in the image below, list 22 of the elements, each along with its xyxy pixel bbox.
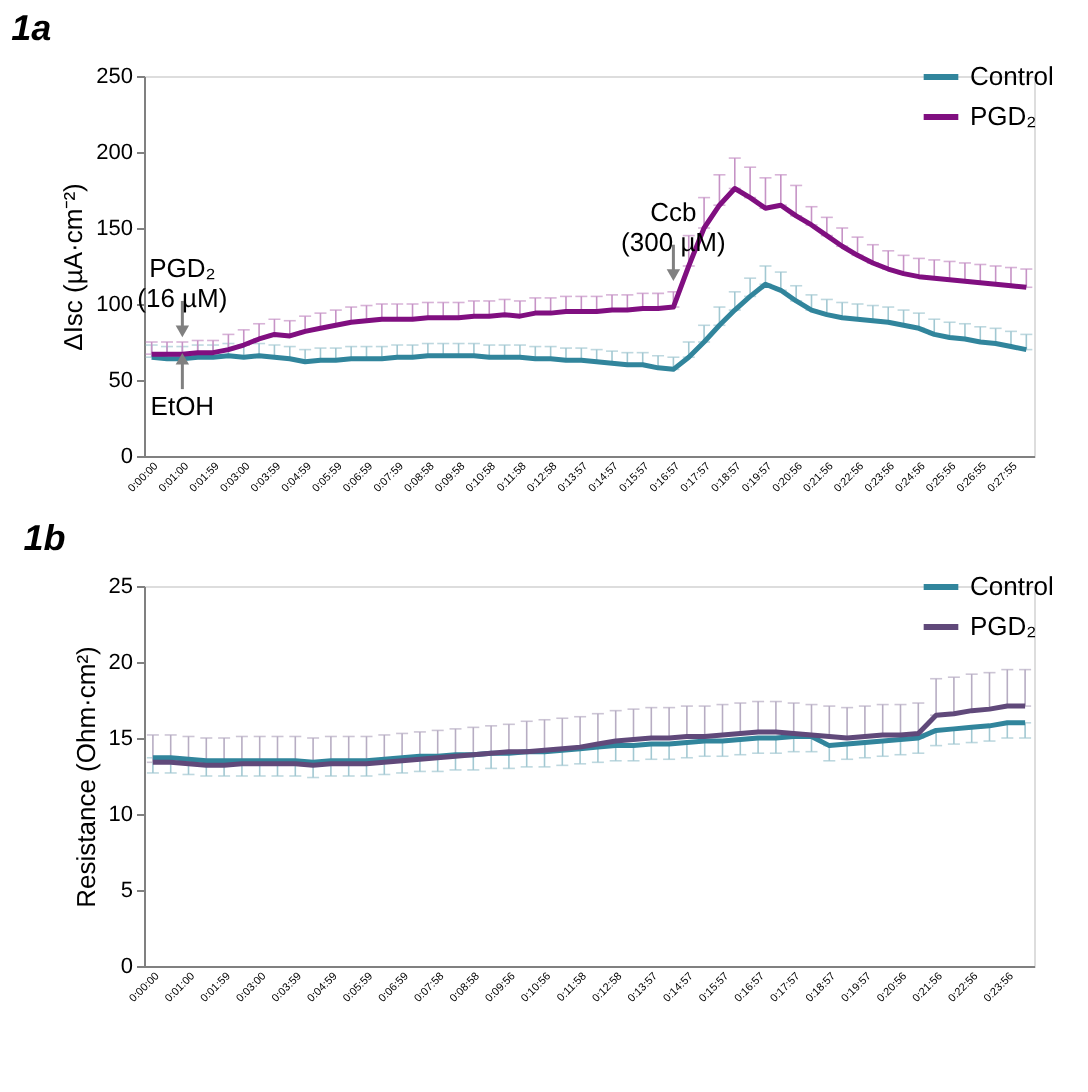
y-tick-label: 50: [108, 369, 133, 393]
y-tick-label: 15: [108, 727, 133, 751]
chart-title: 1a: [11, 8, 52, 48]
y-axis-title: Resistance (Ohm·cm²): [70, 646, 101, 908]
legend-label: Control: [970, 571, 1055, 601]
y-tick-label: 10: [108, 803, 133, 827]
y-tick-label: 25: [108, 575, 133, 599]
y-tick-label: 0: [120, 955, 133, 979]
y-tick-label: 200: [96, 141, 133, 165]
y-tick-label: 250: [96, 65, 133, 89]
y-tick-label: 150: [96, 217, 133, 241]
annotation: EtOH: [150, 391, 215, 422]
y-tick-label: 20: [108, 651, 133, 675]
y-tick-label: 0: [120, 445, 133, 469]
y-tick-label: 5: [120, 879, 133, 903]
y-tick-label: 100: [96, 293, 133, 317]
legend-label: PGD₂: [970, 611, 1037, 641]
legend-label: PGD₂: [970, 101, 1037, 131]
y-axis-title: ΔIsc (µA·cm⁻²): [58, 183, 89, 351]
annotation: PGD₂ (16 µM): [137, 252, 228, 313]
chart-title: 1b: [23, 518, 66, 558]
legend-label: Control: [970, 61, 1055, 91]
